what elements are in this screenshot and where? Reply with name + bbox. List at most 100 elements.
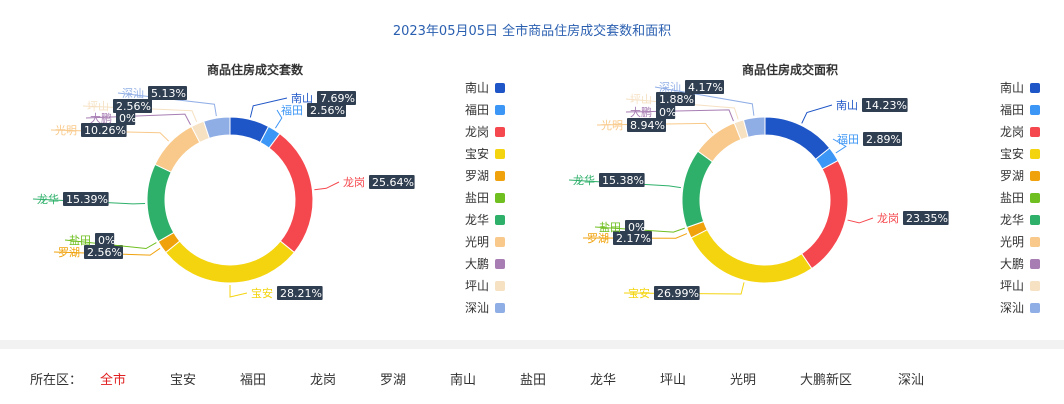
slice-name-label: 福田 [281, 103, 303, 117]
slice-name-label: 福田 [837, 132, 859, 146]
slice-value-label: 0% [659, 106, 676, 119]
legend-swatch[interactable] [495, 259, 505, 269]
legend-swatch[interactable] [1030, 193, 1040, 203]
donut-slice-龙华[interactable] [146, 163, 175, 243]
legend-label: 宝安 [465, 146, 489, 161]
leader-line [249, 97, 288, 118]
slice-value-badge [148, 86, 187, 100]
slice-name-label: 龙岗 [877, 212, 899, 225]
legend-label: 大鹏 [1000, 257, 1024, 271]
slice-value-label: 10.26% [84, 124, 126, 137]
slice-value-label: 0% [628, 221, 645, 234]
slice-value-label: 26.99% [657, 287, 699, 300]
donut-slice-光明[interactable] [697, 122, 742, 163]
leader-line [274, 109, 283, 129]
slice-name-label: 罗湖 [58, 246, 80, 259]
slice-value-label: 7.69% [320, 92, 355, 105]
district-filter-item[interactable]: 宝安 [170, 373, 197, 388]
leader-line [832, 138, 847, 154]
slice-name-label: 大鹏 [630, 105, 652, 119]
legend-swatch[interactable] [1030, 149, 1040, 159]
leader-line [801, 104, 833, 124]
slice-name-label: 光明 [601, 118, 623, 132]
legend-label: 深汕 [1000, 301, 1024, 315]
legend-swatch[interactable] [1030, 281, 1040, 291]
district-filter-item[interactable]: 龙华 [590, 373, 617, 388]
legend-label: 南山 [1000, 80, 1024, 95]
legend-swatch[interactable] [495, 193, 505, 203]
district-filter-item[interactable]: 全市 [100, 373, 127, 388]
slice-name-label: 龙华 [37, 192, 59, 206]
legend-swatch[interactable] [495, 149, 505, 159]
district-filter-item[interactable]: 罗湖 [380, 373, 407, 388]
legend-label: 盐田 [465, 191, 489, 205]
slice-value-label: 2.56% [310, 104, 345, 117]
slice-value-label: 23.35% [906, 212, 948, 225]
section-divider [0, 340, 1064, 349]
slice-value-label: 14.23% [865, 99, 907, 112]
legend-swatch[interactable] [495, 281, 505, 291]
donut-slice-宝安[interactable] [690, 228, 813, 284]
legend-label: 龙岗 [465, 125, 489, 139]
slice-value-badge [113, 99, 152, 113]
slice-value-badge [307, 103, 346, 117]
slice-value-label: 15.39% [66, 193, 108, 206]
donut-slice-深汕[interactable] [742, 116, 766, 138]
chart-title: 商品住房成交面积 [742, 62, 838, 77]
legend-swatch[interactable] [1030, 215, 1040, 225]
legend-label: 福田 [1000, 102, 1024, 117]
slice-value-badge [654, 286, 700, 300]
district-filter-item[interactable]: 光明 [730, 373, 757, 388]
slice-name-label: 坪山 [630, 93, 652, 106]
legend-swatch[interactable] [1030, 259, 1040, 269]
legend-swatch[interactable] [1030, 105, 1040, 115]
district-filter-item[interactable]: 大鹏新区 [800, 373, 853, 388]
legend-label: 宝安 [1000, 146, 1024, 161]
legend-swatch[interactable] [495, 171, 505, 181]
district-filter-item[interactable]: 龙岗 [310, 373, 337, 388]
slice-value-label: 0% [119, 112, 136, 125]
legend-swatch[interactable] [1030, 127, 1040, 137]
legend-swatch[interactable] [1030, 237, 1040, 247]
district-filter-item[interactable]: 深汕 [898, 373, 925, 388]
legend-swatch[interactable] [495, 303, 505, 313]
legend-label: 龙华 [1000, 213, 1024, 227]
donut-slice-深汕[interactable] [203, 116, 231, 139]
legend-swatch[interactable] [1030, 303, 1040, 313]
legend-swatch[interactable] [1030, 83, 1040, 93]
slice-value-badge [862, 98, 908, 112]
legend-label: 福田 [465, 102, 489, 117]
legend-swatch[interactable] [495, 83, 505, 93]
donut-slice-龙岗[interactable] [800, 159, 849, 270]
donut-slice-龙岗[interactable] [268, 132, 314, 254]
donut-slice-光明[interactable] [154, 125, 201, 173]
district-filter-item[interactable]: 盐田 [520, 373, 547, 388]
leader-line [64, 239, 157, 250]
district-filter-label: 所在区： [30, 373, 83, 388]
legend-swatch[interactable] [1030, 171, 1040, 181]
district-filter-item[interactable]: 南山 [450, 373, 477, 388]
leader-line [594, 226, 685, 233]
slice-value-badge [863, 132, 902, 146]
donut-slice-宝安[interactable] [165, 240, 296, 284]
legend-swatch[interactable] [495, 237, 505, 247]
leader-line [314, 181, 340, 191]
slice-value-label: 0% [98, 234, 115, 247]
slice-value-badge [95, 233, 115, 247]
district-filter-item[interactable]: 福田 [240, 373, 267, 388]
donut-slice-南山[interactable] [764, 116, 831, 160]
legend-label: 光明 [1000, 235, 1024, 249]
slice-value-badge [81, 123, 127, 137]
legend-swatch[interactable] [495, 215, 505, 225]
donut-slice-龙华[interactable] [681, 150, 714, 229]
legend-swatch[interactable] [495, 127, 505, 137]
district-filter-item[interactable]: 坪山 [660, 373, 687, 388]
slice-value-badge [63, 192, 109, 206]
legend-label: 罗湖 [1000, 168, 1024, 183]
slice-value-label: 28.21% [280, 287, 322, 300]
slice-name-label: 深汕 [659, 81, 681, 94]
slice-value-badge [685, 80, 724, 94]
chart-title: 商品住房成交套数 [207, 62, 304, 77]
legend-swatch[interactable] [495, 105, 505, 115]
